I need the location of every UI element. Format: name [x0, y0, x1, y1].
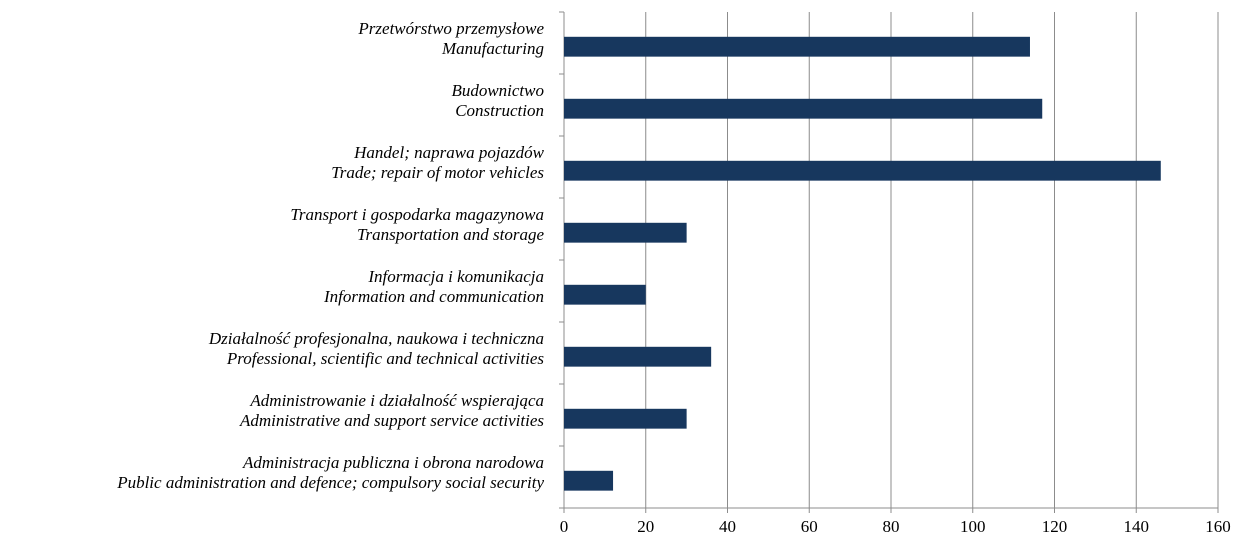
category-label: Przetwórstwo przemysłowe — [357, 19, 544, 38]
x-tick-label: 20 — [637, 517, 654, 536]
x-tick-label: 60 — [801, 517, 818, 536]
bar — [564, 222, 687, 243]
category-label: Administracja publiczna i obrona narodow… — [242, 453, 544, 472]
bar — [564, 160, 1161, 181]
x-tick-label: 120 — [1042, 517, 1068, 536]
x-tick-label: 80 — [883, 517, 900, 536]
category-label: Construction — [455, 101, 544, 120]
bar — [564, 98, 1043, 119]
category-label: Administrative and support service activ… — [239, 411, 544, 430]
x-tick-label: 0 — [560, 517, 569, 536]
category-label: Handel; naprawa pojazdów — [353, 143, 545, 162]
bar — [564, 470, 614, 491]
x-tick-label: 100 — [960, 517, 986, 536]
category-label: Budownictwo — [451, 81, 544, 100]
category-label: Professional, scientific and technical a… — [226, 349, 544, 368]
bar — [564, 36, 1030, 57]
category-label: Transport i gospodarka magazynowa — [290, 205, 544, 224]
category-label: Manufacturing — [441, 39, 544, 58]
category-label: Transportation and storage — [357, 225, 544, 244]
category-label: Informacja i komunikacja — [367, 267, 544, 286]
bar — [564, 284, 646, 305]
category-label: Public administration and defence; compu… — [116, 473, 544, 492]
bar — [564, 408, 687, 429]
category-label: Information and communication — [323, 287, 544, 306]
category-label: Trade; repair of motor vehicles — [331, 163, 544, 182]
bar — [564, 346, 712, 367]
category-label: Działalność profesjonalna, naukowa i tec… — [208, 329, 544, 348]
category-label: Administrowanie i działalność wspierając… — [249, 391, 544, 410]
x-tick-label: 140 — [1124, 517, 1150, 536]
x-tick-label: 40 — [719, 517, 736, 536]
x-tick-label: 160 — [1205, 517, 1231, 536]
